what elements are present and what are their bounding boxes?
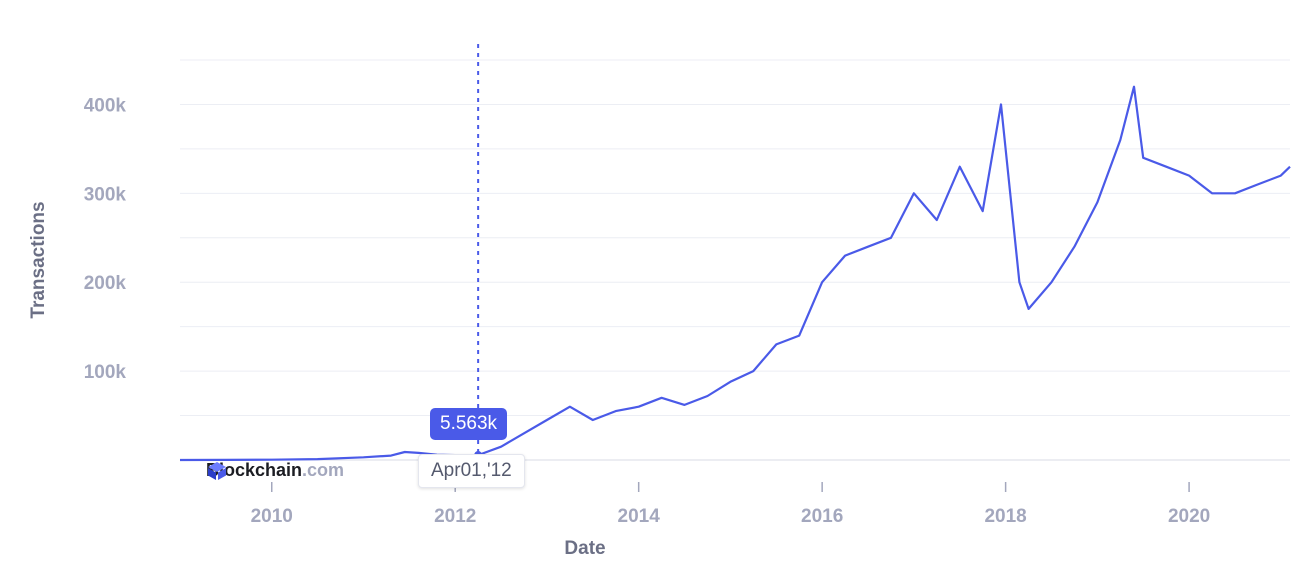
x-tick-label: 2016	[801, 506, 843, 527]
x-tick-label: 2020	[1168, 506, 1210, 527]
watermark-suffix: .com	[302, 460, 345, 480]
y-tick-label: 400k	[84, 95, 127, 116]
tooltip-value: 5.563k	[430, 408, 508, 440]
y-axis-title: Transactions	[28, 201, 49, 318]
y-tick-label: 200k	[84, 273, 127, 294]
watermark-brand: Blockchain	[206, 460, 303, 480]
series-line-transactions[interactable]	[179, 85, 1291, 462]
blockchain-logo-icon	[208, 462, 226, 480]
x-axis: 2010 2012 2014 2016 2018 2020	[251, 482, 1210, 527]
x-axis-title: Date	[564, 538, 605, 559]
x-tick-label: 2018	[984, 506, 1026, 527]
x-tick-label: 2014	[618, 506, 661, 527]
grid-layer	[180, 59, 1290, 461]
x-tick-label: 2012	[434, 506, 476, 527]
y-axis: 100k 200k 300k 400k	[84, 95, 127, 383]
blockchain-watermark: Blockchain.com	[206, 460, 344, 481]
y-tick-label: 300k	[84, 184, 127, 205]
y-tick-label: 100k	[84, 362, 127, 383]
x-tick-label: 2010	[251, 506, 293, 527]
tooltip-date: Apr01,'12	[418, 454, 525, 488]
